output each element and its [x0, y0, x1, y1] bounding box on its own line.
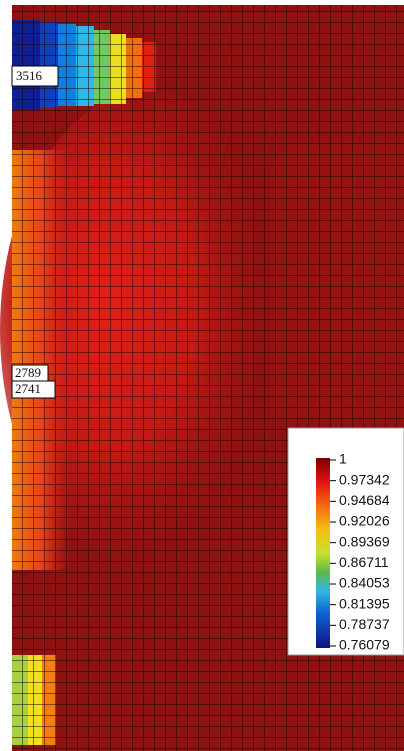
mesh-plot: 3516 2789 2741 1 0.97342 0.94684 0.92026 0.8…: [0, 0, 404, 751]
colorbar: [316, 458, 330, 648]
colorbar-tick-label: 1: [339, 451, 347, 467]
colorbar-tick-label: 0.84053: [339, 575, 390, 591]
colorbar-tick-label: 0.97342: [339, 471, 390, 487]
page: {"node_labels": ["3516", "2789", "2741"]…: [0, 0, 404, 751]
colorbar-tick-label: 0.81395: [339, 595, 390, 611]
colorbar-tick-label: 0.86711: [339, 554, 389, 570]
colorbar-tick-label: 0.78737: [339, 616, 390, 632]
node-label: 2789: [15, 365, 41, 380]
colorbar-tick-label: 0.92026: [339, 513, 390, 529]
colorbar-tick-label: 0.76079: [339, 637, 390, 653]
colorbar-tick-label: 0.89369: [339, 533, 390, 549]
colorbar-tick-label: 0.94684: [339, 492, 390, 508]
node-label: 3516: [16, 68, 43, 83]
legend: 1 0.97342 0.94684 0.92026 0.89369 0.86711 0.84…: [288, 428, 404, 655]
node-label: 2741: [15, 381, 41, 396]
